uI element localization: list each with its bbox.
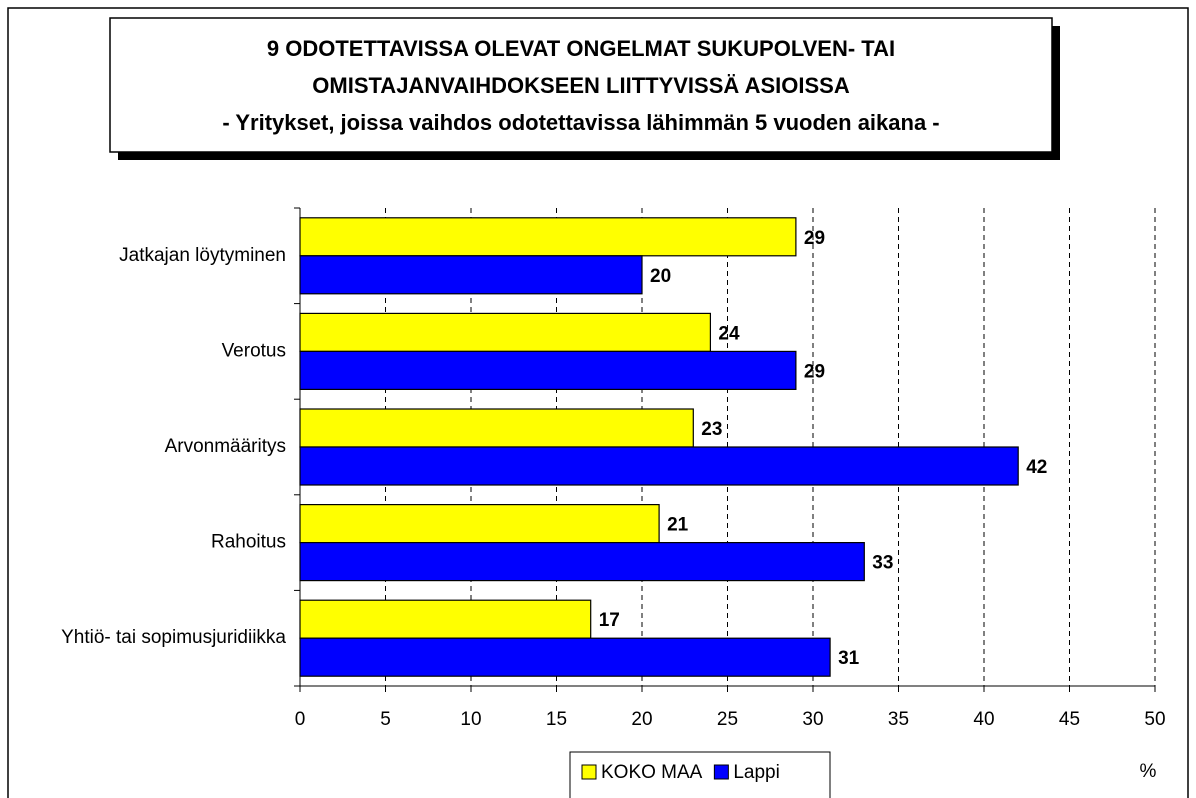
y-tick-label: Rahoitus [211, 532, 286, 553]
value-label: 29 [804, 228, 825, 249]
x-tick-label: 0 [295, 709, 306, 730]
legend-label: Lappi [733, 762, 780, 783]
legend-swatch [713, 764, 729, 780]
x-tick-label: 45 [1059, 709, 1080, 730]
bar [299, 408, 694, 448]
x-tick-label: 40 [973, 709, 994, 730]
value-label: 33 [872, 553, 893, 574]
x-tick-label: 50 [1144, 709, 1165, 730]
legend-swatch [581, 764, 597, 780]
x-tick-label: 20 [631, 709, 652, 730]
legend-box [569, 751, 831, 798]
x-tick-label: 35 [888, 709, 909, 730]
value-label: 23 [701, 419, 722, 440]
x-tick-label: 5 [380, 709, 391, 730]
y-tick-label: Yhtiö- tai sopimusjuridiikka [61, 627, 286, 648]
value-label: 24 [718, 323, 740, 344]
bar [299, 637, 831, 677]
chart-title: 9 ODOTETTAVISSA OLEVAT ONGELMAT SUKUPOLV… [267, 36, 895, 61]
value-label: 17 [599, 610, 620, 631]
x-tick-label: 10 [460, 709, 481, 730]
value-label: 20 [650, 266, 671, 287]
chart-border [7, 7, 1189, 798]
bar [299, 504, 660, 544]
value-label: 42 [1026, 457, 1047, 478]
value-label: 21 [667, 515, 689, 536]
bar [299, 541, 865, 582]
y-tick-label: Jatkajan löytyminen [119, 245, 286, 266]
chart-subtitle: - Yritykset, joissa vaihdos odotettaviss… [222, 110, 939, 135]
x-tick-label: 15 [546, 709, 567, 730]
x-tick-label: 30 [802, 709, 823, 730]
chart-title: OMISTAJANVAIHDOKSEEN LIITTYVISSÄ ASIOISS… [312, 73, 850, 98]
legend-label: KOKO MAA [601, 762, 703, 783]
bar [299, 446, 1019, 486]
x-tick-label: 25 [717, 709, 738, 730]
y-tick-label: Arvonmääritys [165, 436, 286, 457]
value-label: 31 [838, 648, 860, 669]
bar [299, 599, 592, 639]
bar [299, 255, 643, 295]
title-box [109, 17, 1053, 153]
value-label: 29 [804, 361, 825, 382]
bar [299, 217, 797, 257]
bar [299, 312, 711, 352]
bar [299, 350, 797, 390]
x-axis-label: % [1140, 761, 1157, 782]
y-tick-label: Verotus [222, 340, 286, 361]
